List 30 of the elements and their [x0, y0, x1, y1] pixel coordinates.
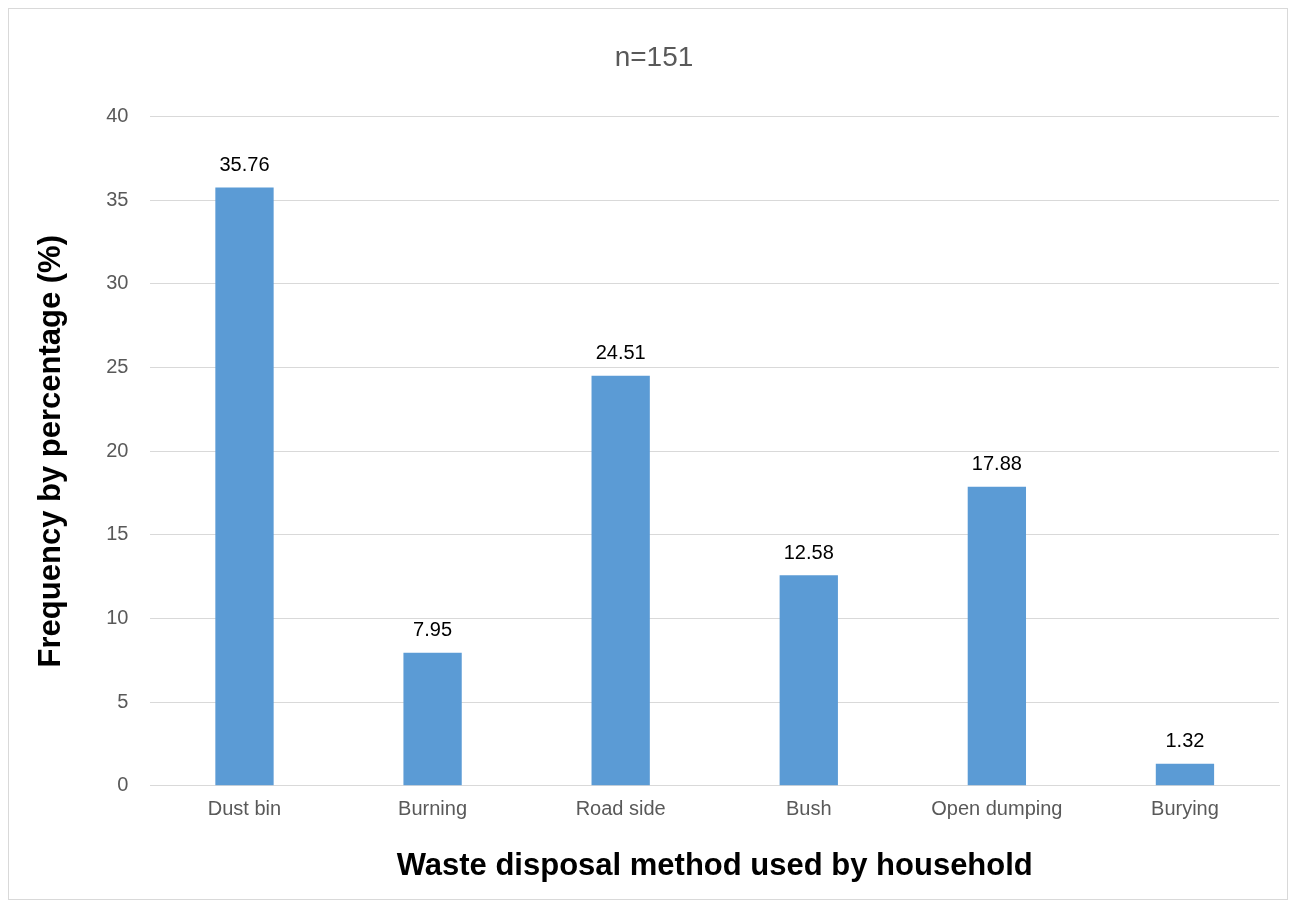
data-label: 24.51: [595, 341, 646, 364]
chart-title: n=151: [614, 40, 694, 72]
y-axis-title: Frequency by percentage (%): [32, 235, 68, 668]
y-tick-label: 5: [117, 689, 129, 712]
data-label: 1.32: [1165, 729, 1205, 752]
y-tick-label: 35: [106, 187, 129, 210]
data-label: 35.76: [219, 153, 270, 176]
data-label: 7.95: [413, 618, 453, 641]
bar: [215, 187, 274, 786]
x-tick-label: Open dumping: [931, 797, 1063, 820]
x-tick-label: Bush: [785, 797, 832, 820]
y-tick-label: 10: [106, 606, 129, 629]
bar: [779, 575, 838, 786]
y-tick-label: 40: [106, 104, 129, 127]
x-tick-label: Burning: [398, 797, 468, 820]
x-tick-label: Dust bin: [207, 797, 282, 820]
y-tick-label: 20: [106, 438, 129, 461]
bar: [1155, 763, 1215, 786]
data-label: 12.58: [783, 540, 834, 563]
x-axis-title: Waste disposal method used by household: [396, 846, 1033, 882]
y-tick-label: 25: [106, 355, 129, 378]
x-tick-label: Road side: [575, 797, 666, 820]
bar: [967, 486, 1027, 786]
x-tick-label: Burying: [1151, 797, 1219, 820]
bar: [403, 652, 462, 786]
y-tick-label: 15: [106, 522, 129, 545]
bar: [591, 375, 650, 786]
data-label: 17.88: [971, 452, 1022, 475]
y-tick-label: 0: [117, 773, 129, 796]
y-tick-label: 30: [106, 271, 129, 294]
